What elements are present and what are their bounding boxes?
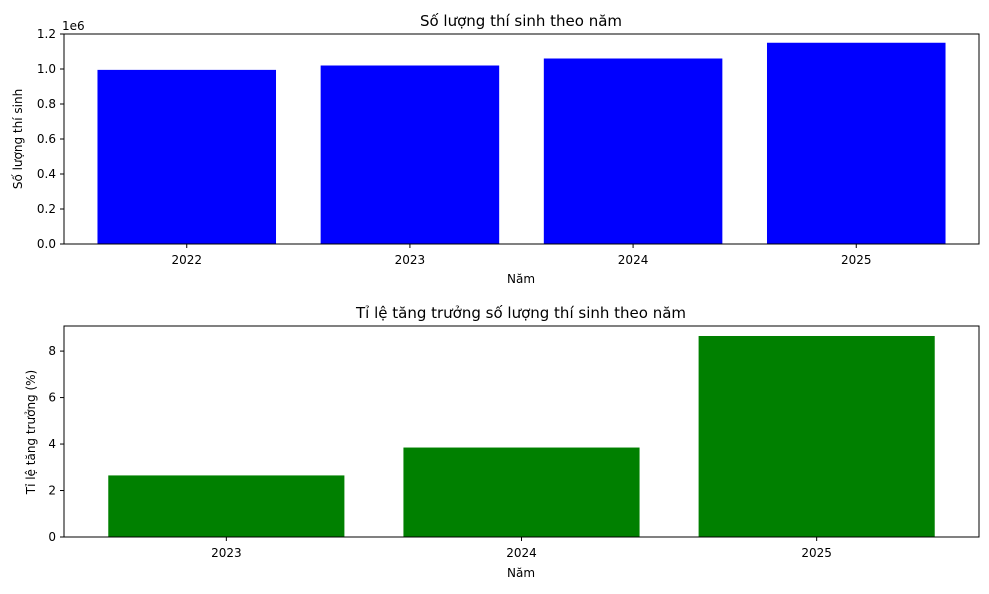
bar-2024 <box>403 447 640 537</box>
y-tick-label: 0.0 <box>37 237 56 251</box>
x-tick-label: 2023 <box>395 253 426 267</box>
x-axis-label: Năm <box>507 272 535 286</box>
x-tick-label: 2023 <box>211 546 242 560</box>
chart-panel-student-count: Số lượng thí sinh theo năm 1e6 Số lượng … <box>11 12 980 286</box>
y-axis-label: Số lượng thí sinh <box>11 89 25 189</box>
chart-panel-growth-rate: Tỉ lệ tăng trưởng số lượng thí sinh theo… <box>24 304 980 580</box>
y-tick-label: 8 <box>48 344 56 358</box>
ticks-group: 2023 2024 2025 0 2 4 6 8 <box>48 344 832 560</box>
y-tick-label: 2 <box>48 484 56 498</box>
x-tick-label: 2024 <box>618 253 649 267</box>
x-tick-label: 2022 <box>171 253 202 267</box>
y-tick-label: 0.8 <box>37 97 56 111</box>
y-tick-label: 6 <box>48 391 56 405</box>
y-tick-label: 1.0 <box>37 62 56 76</box>
y-tick-label: 0.2 <box>37 202 56 216</box>
bar-2023 <box>108 475 345 537</box>
y-tick-label: 4 <box>48 437 56 451</box>
bar-2024 <box>543 58 723 244</box>
x-tick-label: 2025 <box>841 253 872 267</box>
x-tick-label: 2025 <box>801 546 832 560</box>
x-tick-label: 2024 <box>506 546 537 560</box>
bar-2023 <box>320 65 500 244</box>
x-axis-label: Năm <box>507 566 535 580</box>
y-tick-label: 0.4 <box>37 167 56 181</box>
bars-group <box>97 42 946 244</box>
y-tick-label: 0.6 <box>37 132 56 146</box>
y-offset-label: 1e6 <box>62 19 85 33</box>
bars-group <box>108 335 935 537</box>
ticks-group: 2022 2023 2024 2025 0.0 0.2 0.4 0.6 0.8 1.0 1.2 <box>37 27 872 267</box>
y-tick-label: 1.2 <box>37 27 56 41</box>
y-tick-label: 0 <box>48 530 56 544</box>
plot-frame <box>63 325 980 538</box>
bar-2025 <box>698 335 935 537</box>
y-axis-label: Tỉ lệ tăng trưởng (%) <box>24 370 38 496</box>
chart-title: Tỉ lệ tăng trưởng số lượng thí sinh theo… <box>355 304 686 322</box>
plot-frame <box>63 33 980 245</box>
chart-title: Số lượng thí sinh theo năm <box>420 12 622 30</box>
bar-2025 <box>766 42 946 244</box>
bar-2022 <box>97 69 277 244</box>
